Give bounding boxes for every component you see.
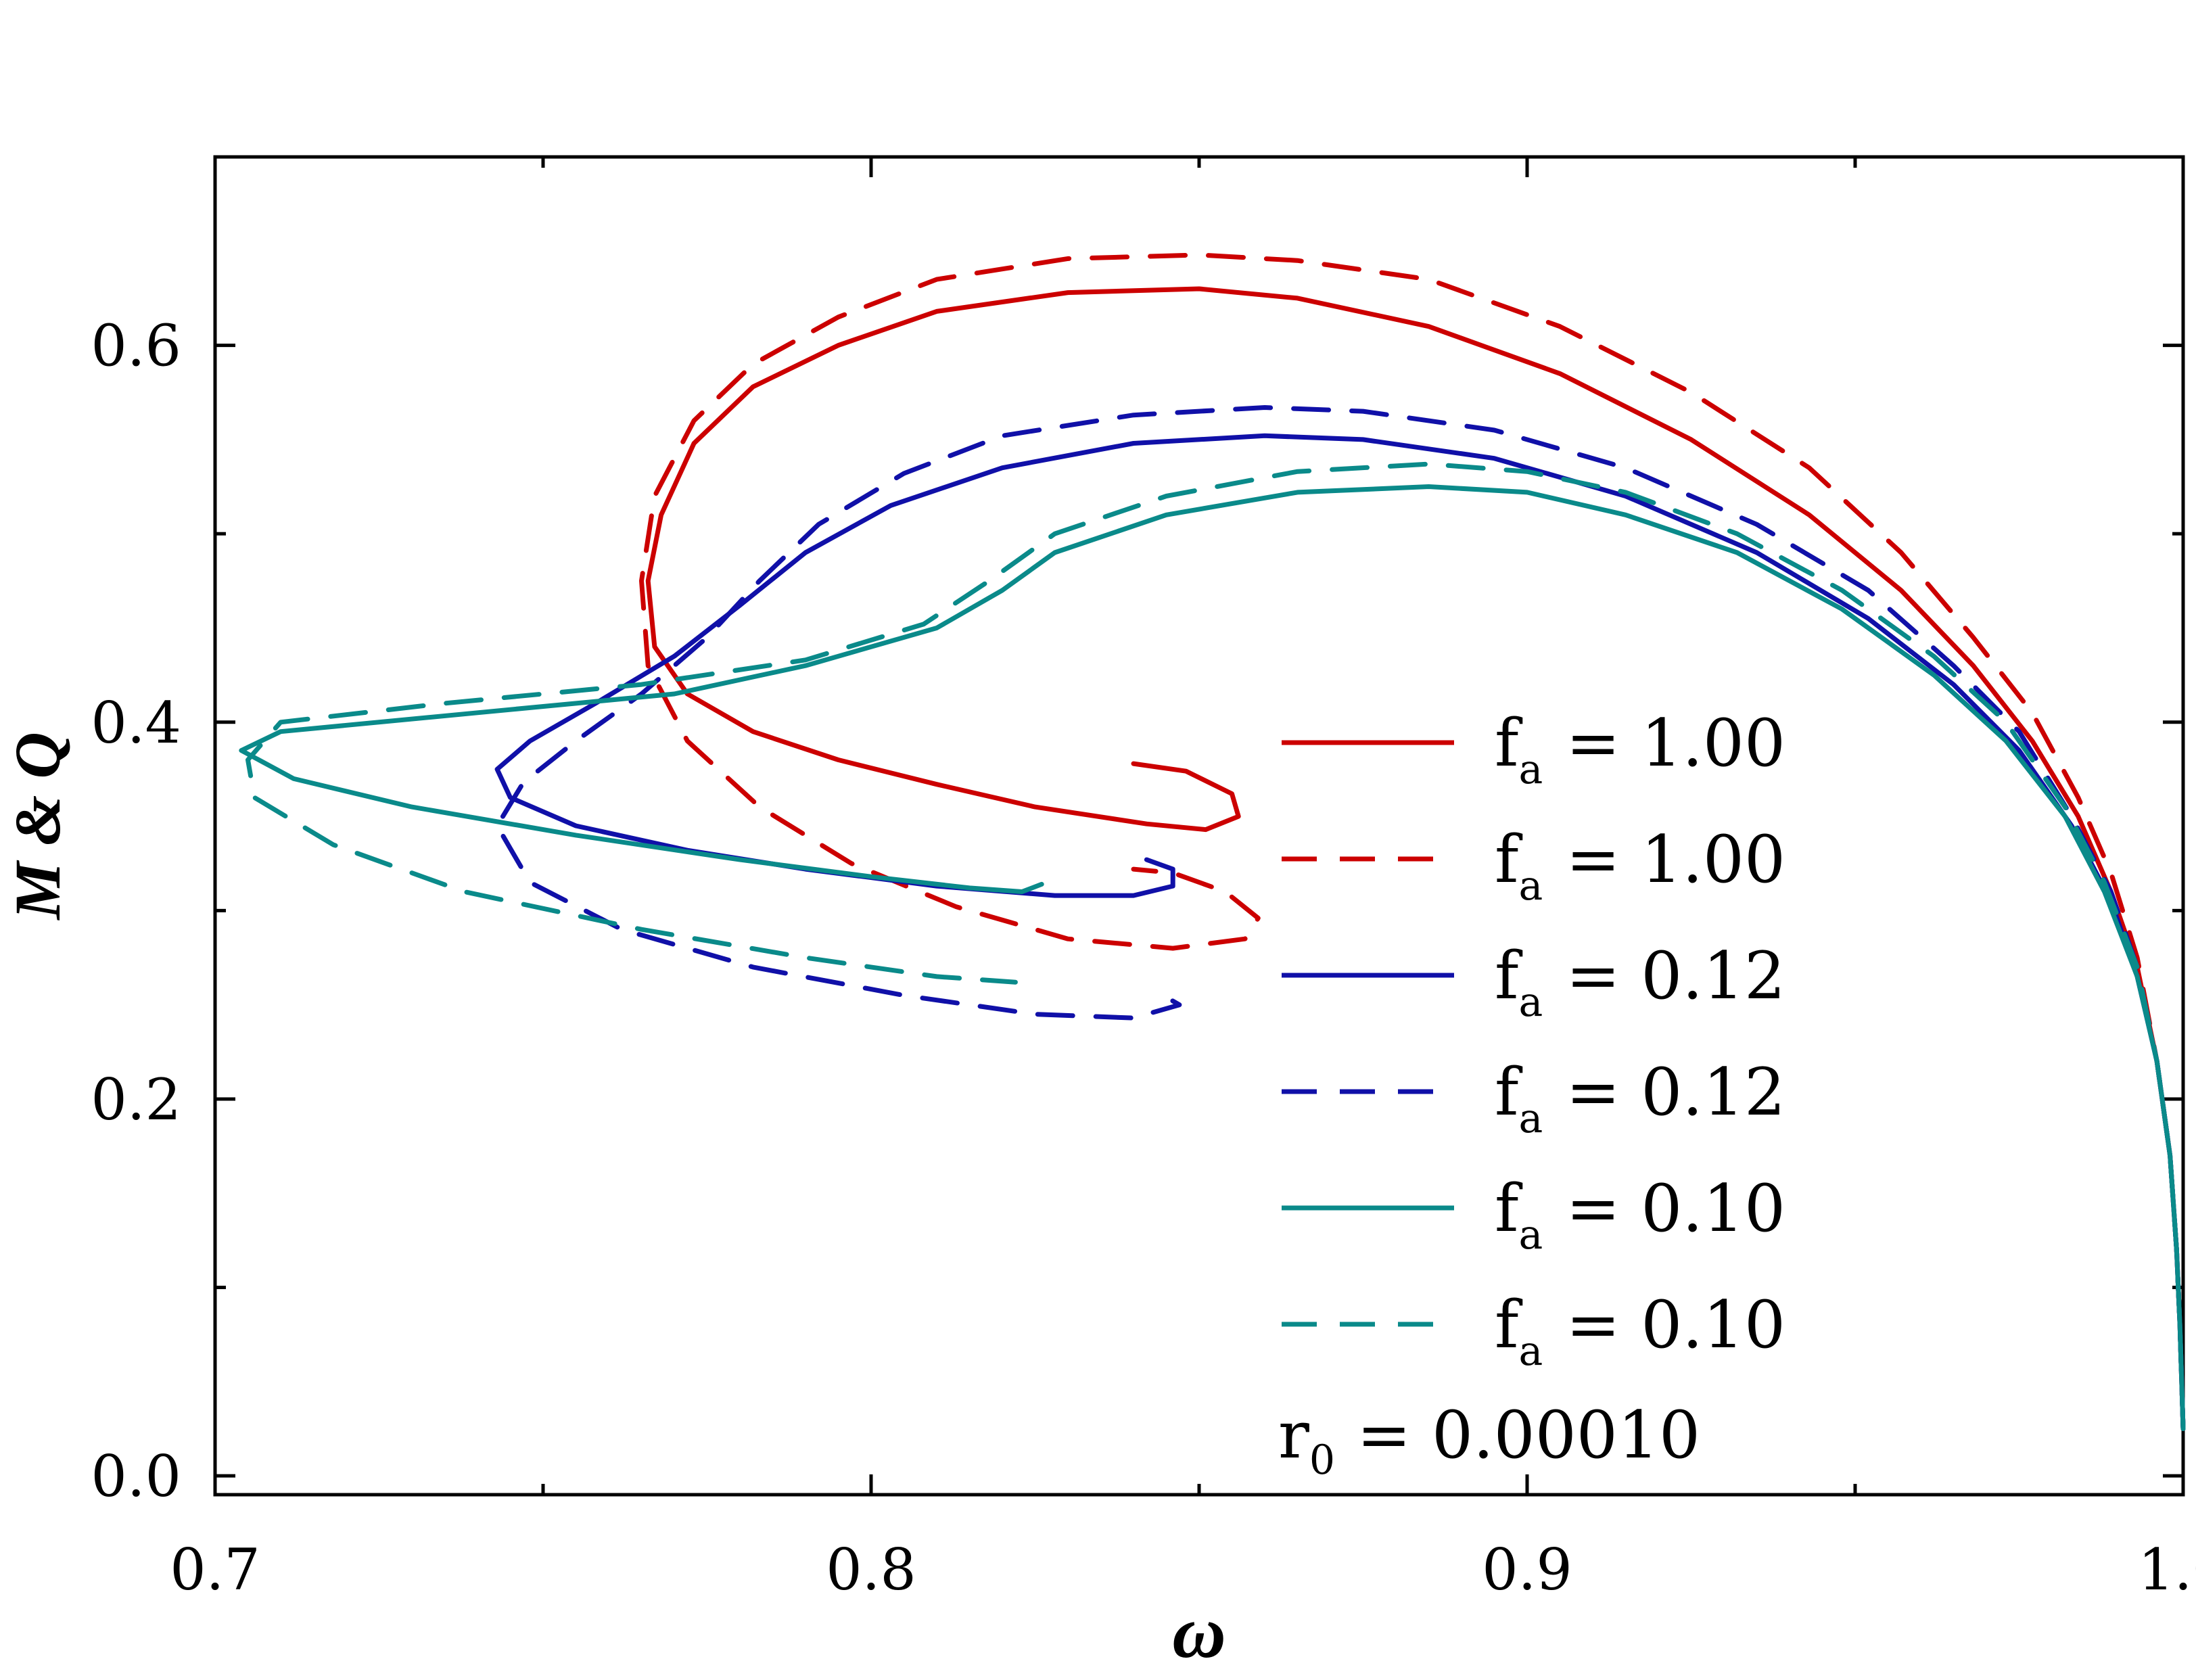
legend-sub: a <box>1519 1211 1543 1259</box>
series-line-6 <box>246 461 2186 1431</box>
legend-sub: a <box>1519 1095 1543 1142</box>
legend-sub: a <box>1519 979 1543 1026</box>
x-tick-label: 0.8 <box>826 1537 916 1603</box>
y-tick-label: 0.4 <box>91 690 181 756</box>
legend-sub: a <box>1519 746 1543 793</box>
series-line-2 <box>639 252 2186 1431</box>
legend-label-4: fa = 0.12 <box>1495 1054 1785 1142</box>
legend-label-1: fa = 1.00 <box>1495 705 1785 793</box>
r0-annotation: r0 = 0.00010 <box>1278 1397 1700 1484</box>
legend-value: = 1.00 <box>1566 705 1785 781</box>
legend-label-6: fa = 0.10 <box>1495 1287 1785 1375</box>
y-tick-label: 0.6 <box>91 313 181 379</box>
r0-subscript: 0 <box>1309 1437 1335 1484</box>
y-tick-label: 0.0 <box>91 1443 181 1510</box>
x-tick-label: 1.0 <box>2138 1537 2196 1603</box>
legend-value: = 0.12 <box>1566 938 1785 1014</box>
x-axis-title: ω <box>1172 1591 1226 1673</box>
y-axis-title: M & Q <box>1 732 74 920</box>
series-line-4 <box>494 405 2186 1431</box>
legend-var: f <box>1495 822 1523 897</box>
x-tick-label: 0.7 <box>170 1537 260 1603</box>
legend-value: = 1.00 <box>1566 822 1785 897</box>
series-line-5 <box>239 484 2186 1431</box>
legend-var: f <box>1495 938 1523 1014</box>
r0-symbol: r <box>1278 1397 1309 1473</box>
legend-value: = 0.10 <box>1566 1171 1785 1246</box>
legend-value: = 0.12 <box>1566 1054 1785 1130</box>
legend-label-5: fa = 0.10 <box>1495 1171 1785 1259</box>
series-group <box>239 252 2186 1431</box>
axis-ticks: 0.7 0.8 0.9 1.0 0.0 0.2 0.4 0.6 <box>91 155 2196 1603</box>
legend-var: f <box>1495 1171 1523 1246</box>
x-tick-label: 0.9 <box>1482 1537 1572 1603</box>
legend-label-3: fa = 0.12 <box>1495 938 1785 1026</box>
legend-sub: a <box>1519 862 1543 910</box>
legend-var: f <box>1495 1287 1523 1363</box>
y-tick-label: 0.2 <box>91 1067 181 1133</box>
legend-sub: a <box>1519 1328 1543 1375</box>
legend-var: f <box>1495 1054 1523 1130</box>
legend-value: = 0.10 <box>1566 1287 1785 1363</box>
r0-value: = 0.00010 <box>1357 1397 1700 1473</box>
legend-var: f <box>1495 705 1523 781</box>
legend-label-2: fa = 1.00 <box>1495 822 1785 910</box>
